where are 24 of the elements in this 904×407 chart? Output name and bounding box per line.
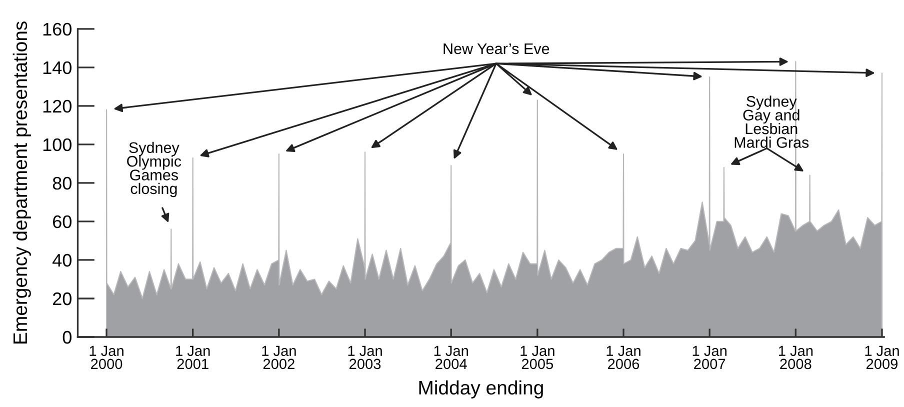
y-tick-label: 80 <box>52 176 72 190</box>
y-tick-label: 140 <box>43 61 72 74</box>
x-tick-label: 1 Jan 2002 <box>262 346 296 370</box>
x-axis-title: Midday ending <box>419 380 543 398</box>
x-tick-label: 1 Jan 2006 <box>606 346 640 370</box>
x-tick-label: 1 Jan 2003 <box>348 346 382 370</box>
y-tick-label: 60 <box>53 215 72 228</box>
x-tick-label: 1 Jan 2005 <box>520 346 554 370</box>
x-tick-label: 1 Jan 2004 <box>434 346 468 370</box>
y-tick-label: 0 <box>62 330 72 344</box>
x-tick-label: 1 Jan 2001 <box>176 346 210 370</box>
annotation: New Year’s Eve <box>444 44 550 54</box>
x-tick-label: 1 Jan 2008 <box>778 346 813 370</box>
x-tick-label: 1 Jan 2000 <box>90 346 124 370</box>
x-tick-label: 1 Jan 2007 <box>692 346 726 370</box>
annotation: Sydney Gay and Lesbian Mardi Gras <box>734 96 809 148</box>
y-tick-label: 20 <box>53 292 72 306</box>
y-tick-label: 160 <box>43 22 72 36</box>
x-tick-label: 1 Jan 2009 <box>865 346 899 370</box>
y-tick-label: 100 <box>43 138 72 152</box>
annotation: Sydney Olympic Games closing <box>127 142 182 198</box>
y-tick-label: 120 <box>43 100 72 113</box>
y-tick-label: 40 <box>52 254 72 267</box>
y-axis-title: Emergency department presentations <box>12 22 31 344</box>
